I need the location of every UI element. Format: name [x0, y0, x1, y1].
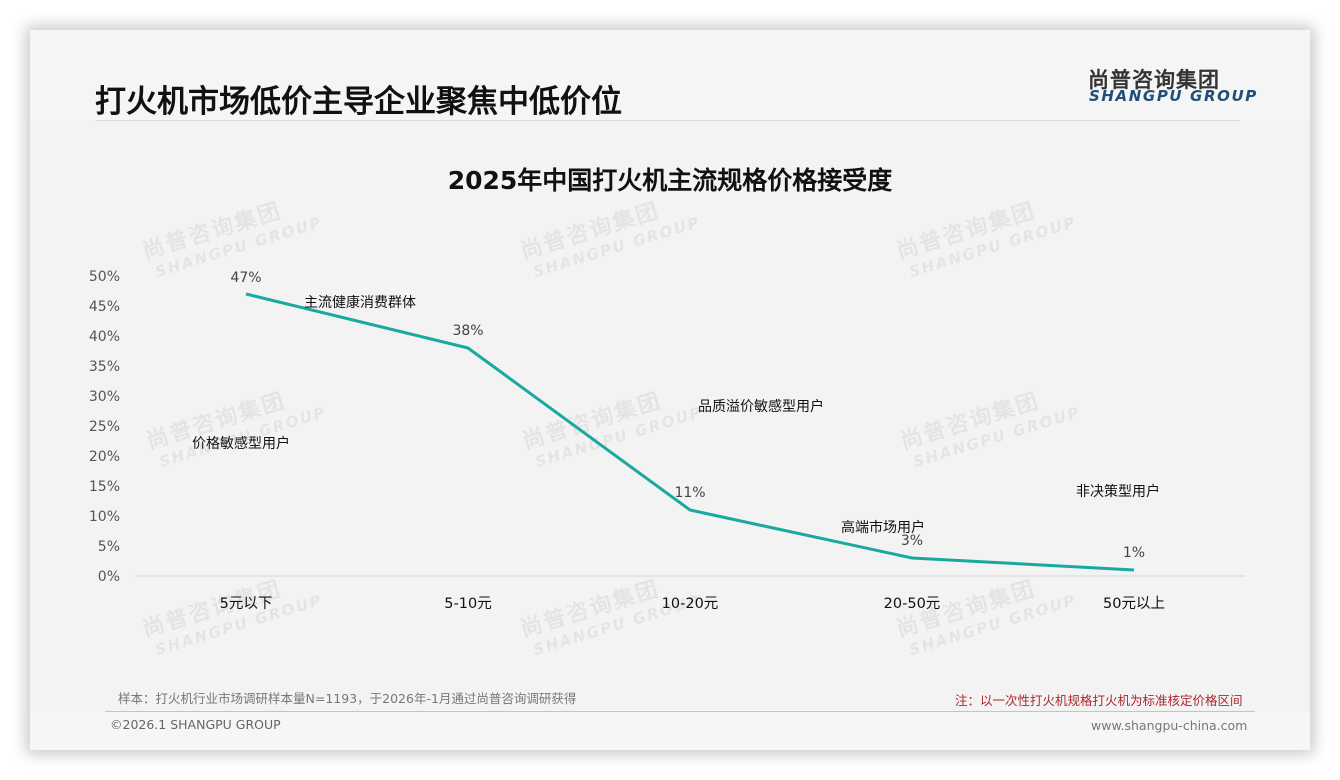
y-tick-label: 35% — [89, 359, 120, 375]
y-tick-label: 20% — [89, 449, 120, 465]
x-tick-label: 5-10元 — [444, 596, 491, 612]
slide-card: 打火机市场低价主导企业聚焦中低价位 尚普咨询集团 SHANGPU GROUP 2… — [30, 30, 1310, 750]
y-tick-label: 5% — [98, 539, 120, 555]
x-tick-label: 5元以下 — [220, 596, 273, 612]
footer-divider — [105, 711, 1255, 712]
data-label: 1% — [1123, 545, 1145, 561]
series-line — [245, 292, 1135, 572]
y-tick-label: 0% — [98, 569, 120, 585]
annotation-label: 品质溢价敏感型用户 — [698, 398, 824, 415]
y-tick-label: 25% — [89, 419, 120, 435]
data-label: 38% — [452, 323, 483, 339]
header-band — [30, 30, 1310, 120]
page-title: 打火机市场低价主导企业聚焦中低价位 — [95, 84, 622, 120]
x-tick-label: 10-20元 — [662, 596, 719, 612]
sample-note: 样本：打火机行业市场调研样本量N=1193，于2026年-1月通过尚普咨询调研获… — [118, 691, 577, 706]
y-tick-label: 50% — [89, 269, 120, 285]
data-label: 47% — [230, 270, 261, 286]
y-axis: 0% 5% 10% 15% 20% 25% 30% 35% 40% 45% 50% — [89, 269, 120, 585]
data-label: 3% — [901, 533, 923, 549]
line-chart: 0% 5% 10% 15% 20% 25% 30% 35% 40% 45% 50% 5元以下 5-10… — [89, 269, 1245, 612]
x-tick-label: 50元以上 — [1103, 595, 1165, 612]
logo-chinese: 尚普咨询集团 — [1088, 68, 1220, 92]
website-link[interactable]: www.shangpu-china.com — [1091, 718, 1248, 733]
y-tick-label: 15% — [89, 479, 120, 495]
data-label: 11% — [674, 485, 705, 501]
title-divider — [95, 120, 1240, 121]
chart-title: 2025年中国打火机主流规格价格接受度 — [447, 166, 893, 195]
y-tick-label: 10% — [89, 509, 120, 525]
y-tick-label: 40% — [89, 329, 120, 345]
x-axis: 5元以下 5-10元 10-20元 20-50元 50元以上 — [220, 595, 1165, 612]
annotation-label: 非决策型用户 — [1076, 483, 1160, 500]
y-tick-label: 45% — [89, 299, 120, 315]
logo-english: SHANGPU GROUP — [1089, 87, 1258, 105]
annotation-label: 主流健康消费群体 — [304, 294, 416, 311]
footer-band — [30, 712, 1310, 750]
data-labels: 47% 38% 11% 3% 1% — [230, 270, 1145, 561]
annotation-label: 价格敏感型用户 — [192, 435, 290, 452]
y-tick-label: 30% — [89, 389, 120, 405]
annotation-label: 高端市场用户 — [841, 519, 925, 536]
copyright: ©2026.1 SHANGPU GROUP — [110, 717, 281, 732]
price-note: 注：以一次性打火机规格打火机为标准核定价格区间 — [955, 693, 1243, 708]
x-tick-label: 20-50元 — [884, 596, 941, 612]
